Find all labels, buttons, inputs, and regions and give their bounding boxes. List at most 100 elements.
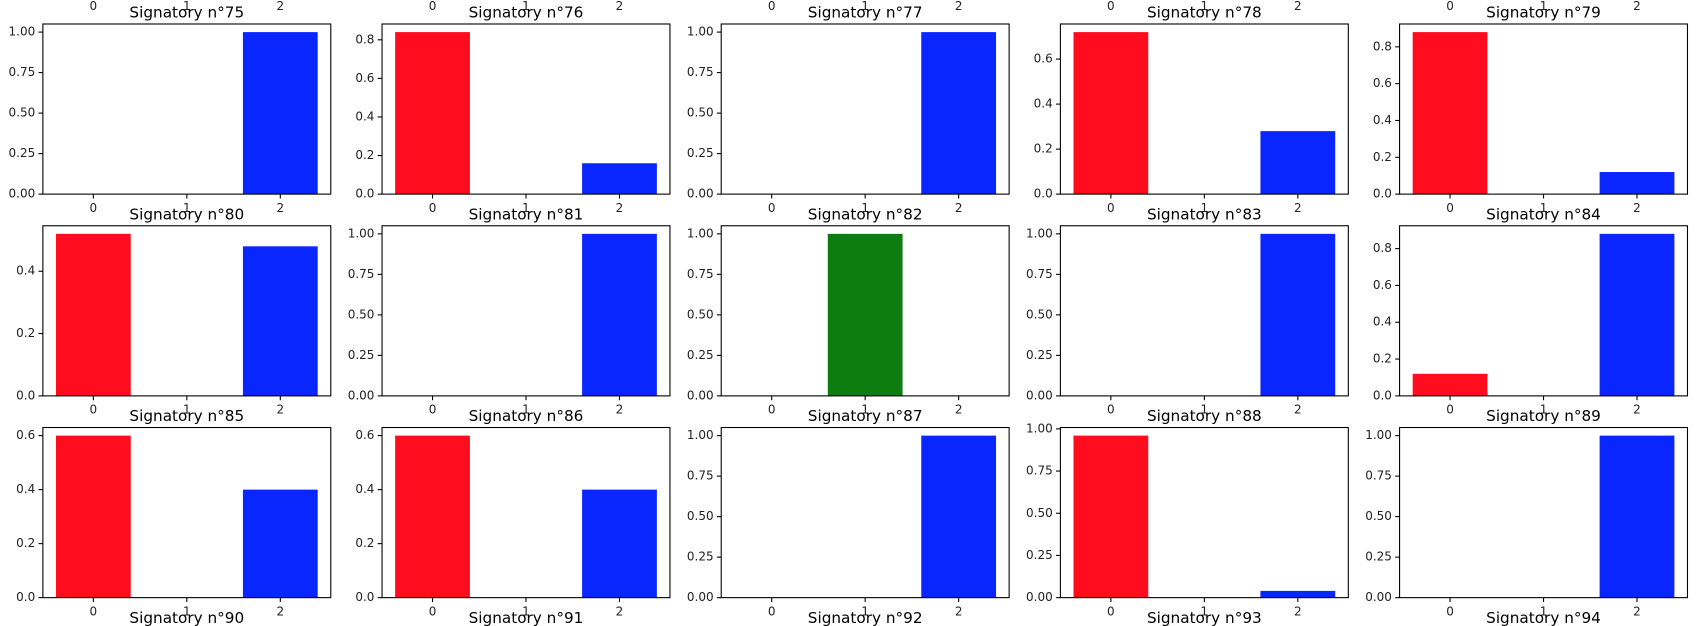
bar — [1599, 233, 1675, 396]
y-tick-label: 0.50 — [687, 509, 714, 523]
y-tick-label: 0.25 — [687, 550, 714, 564]
y-tick-label: 0.8 — [1373, 39, 1392, 53]
y-tick-label: 0.0 — [1373, 388, 1392, 402]
x-tick-label: 0 — [1107, 0, 1115, 13]
y-tick-label: 0.4 — [1373, 315, 1392, 329]
x-tick-label: 2 — [955, 403, 963, 417]
bar — [242, 32, 318, 195]
y-tick-label: 0.50 — [1026, 506, 1053, 520]
x-tick-label: 1 — [522, 201, 530, 215]
y-tick-label: 0.6 — [355, 428, 374, 442]
chart-title: Signatory n°86 — [469, 407, 584, 425]
x-tick-label: 1 — [861, 201, 869, 215]
bar — [582, 233, 657, 396]
y-tick-label: 1.00 — [348, 226, 375, 240]
chart-title: Signatory n°76 — [469, 4, 584, 22]
x-tick-label: 0 — [1446, 201, 1454, 215]
y-tick-label: 0.25 — [687, 146, 714, 160]
chart-title: Signatory n°79 — [1486, 4, 1601, 22]
y-tick-label: 0.75 — [1365, 469, 1392, 483]
chart-title: Signatory n°87 — [808, 407, 923, 425]
y-tick-label: 0.4 — [1034, 97, 1053, 111]
y-tick-label: 0.75 — [1026, 267, 1053, 281]
x-tick-label: 1 — [861, 604, 869, 618]
x-tick-label: 1 — [1540, 201, 1548, 215]
y-tick-label: 0.25 — [687, 348, 714, 362]
x-tick-label: 2 — [955, 0, 963, 13]
x-tick-label: 0 — [90, 201, 98, 215]
bar — [582, 163, 657, 195]
y-tick-label: 0.2 — [1373, 150, 1392, 164]
bar — [395, 32, 470, 195]
chart-title: Signatory n°80 — [129, 205, 244, 223]
x-tick-label: 2 — [1294, 604, 1302, 618]
x-tick-label: 0 — [1107, 201, 1115, 215]
bar — [582, 489, 657, 598]
x-tick-label: 0 — [1107, 604, 1115, 618]
bar — [1260, 590, 1336, 598]
x-tick-label: 2 — [276, 0, 284, 13]
x-tick-label: 2 — [955, 201, 963, 215]
y-tick-label: 0.6 — [1373, 76, 1392, 90]
x-tick-label: 0 — [90, 0, 98, 13]
bar — [1260, 131, 1336, 195]
y-tick-label: 0.2 — [1373, 352, 1392, 366]
y-tick-label: 0.0 — [355, 187, 374, 201]
x-tick-label: 0 — [1446, 0, 1454, 13]
x-tick-label: 2 — [616, 201, 624, 215]
y-tick-label: 0.25 — [1026, 348, 1053, 362]
y-tick-label: 0.0 — [16, 590, 35, 604]
bar — [1599, 435, 1675, 598]
y-tick-label: 0.6 — [355, 71, 374, 85]
x-tick-label: 1 — [183, 201, 191, 215]
y-tick-label: 0.8 — [355, 32, 374, 46]
x-tick-label: 0 — [1107, 403, 1115, 417]
y-tick-label: 0.75 — [687, 469, 714, 483]
y-tick-label: 0.00 — [1365, 590, 1392, 604]
y-tick-label: 1.00 — [1026, 421, 1053, 435]
y-tick-label: 1.00 — [687, 226, 714, 240]
x-tick-label: 0 — [429, 0, 437, 13]
x-tick-label: 0 — [90, 403, 98, 417]
y-tick-label: 1.00 — [687, 25, 714, 39]
y-tick-label: 0.2 — [1034, 142, 1053, 156]
y-tick-label: 0.2 — [16, 326, 35, 340]
bar — [1260, 233, 1336, 396]
x-tick-label: 1 — [183, 604, 191, 618]
bar — [827, 233, 903, 396]
y-tick-label: 0.50 — [1026, 307, 1053, 321]
x-tick-label: 1 — [183, 0, 191, 13]
bar — [1073, 32, 1149, 195]
x-tick-label: 1 — [183, 403, 191, 417]
chart-title: Signatory n°90 — [129, 609, 244, 626]
x-tick-label: 2 — [276, 604, 284, 618]
x-tick-label: 1 — [861, 403, 869, 417]
bar — [1412, 373, 1488, 396]
chart-title: Signatory n°77 — [808, 4, 923, 22]
y-tick-label: 0.00 — [348, 388, 375, 402]
y-tick-label: 0.00 — [1026, 590, 1053, 604]
x-tick-label: 1 — [522, 604, 530, 618]
x-tick-label: 0 — [429, 604, 437, 618]
y-tick-label: 0.4 — [355, 109, 374, 123]
y-tick-label: 0.25 — [348, 348, 375, 362]
y-tick-label: 0.75 — [687, 65, 714, 79]
y-tick-label: 0.4 — [355, 482, 374, 496]
y-tick-label: 0.50 — [687, 106, 714, 120]
y-tick-label: 0.2 — [355, 536, 374, 550]
chart-title: Signatory n°85 — [129, 407, 244, 425]
y-tick-label: 0.2 — [16, 536, 35, 550]
y-tick-label: 1.00 — [1365, 428, 1392, 442]
chart-title: Signatory n°88 — [1147, 407, 1262, 425]
y-tick-label: 0.8 — [1373, 241, 1392, 255]
x-tick-label: 2 — [276, 201, 284, 215]
x-tick-label: 2 — [1633, 201, 1641, 215]
y-tick-label: 0.4 — [1373, 113, 1392, 127]
x-tick-label: 2 — [616, 0, 624, 13]
y-tick-label: 1.00 — [9, 25, 36, 39]
y-tick-label: 0.75 — [1026, 464, 1053, 478]
bar — [242, 489, 318, 598]
x-tick-label: 1 — [1201, 604, 1209, 618]
y-tick-label: 0.0 — [355, 590, 374, 604]
y-tick-label: 0.75 — [9, 65, 36, 79]
